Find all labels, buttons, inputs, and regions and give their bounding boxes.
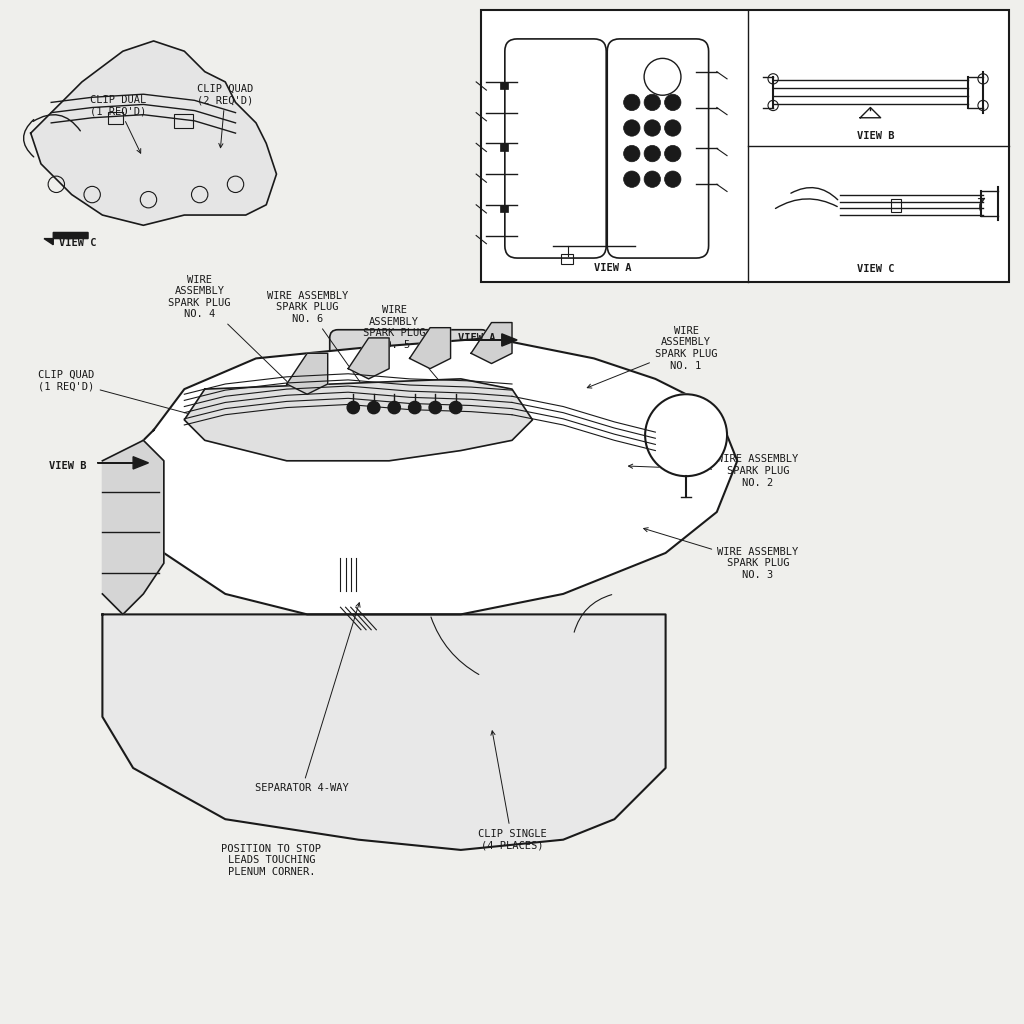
Text: CLIP SINGLE
(4 PLACES): CLIP SINGLE (4 PLACES) bbox=[477, 731, 547, 851]
Bar bbox=[561, 254, 573, 264]
Circle shape bbox=[429, 401, 441, 414]
Polygon shape bbox=[287, 353, 328, 394]
Text: VIEW C: VIEW C bbox=[857, 264, 894, 274]
Text: SEPARATOR 4-WAY: SEPARATOR 4-WAY bbox=[255, 603, 360, 794]
FancyBboxPatch shape bbox=[505, 39, 606, 258]
Polygon shape bbox=[471, 323, 512, 364]
Text: VIEW B: VIEW B bbox=[857, 131, 894, 141]
Circle shape bbox=[368, 401, 380, 414]
Text: CLIP QUAD
(2 REQ'D): CLIP QUAD (2 REQ'D) bbox=[198, 83, 253, 147]
Text: CLIP QUAD
(1 REQ'D): CLIP QUAD (1 REQ'D) bbox=[39, 370, 226, 425]
Bar bbox=[174, 114, 193, 128]
Circle shape bbox=[665, 171, 681, 187]
Text: WIRE
ASSEMBLY
SPARK PLUG
NO. 4: WIRE ASSEMBLY SPARK PLUG NO. 4 bbox=[168, 274, 292, 386]
Polygon shape bbox=[102, 440, 164, 614]
Circle shape bbox=[644, 120, 660, 136]
Polygon shape bbox=[410, 328, 451, 369]
Bar bbox=[500, 82, 508, 89]
Circle shape bbox=[644, 171, 660, 187]
Circle shape bbox=[450, 401, 462, 414]
Text: WIRE
ASSEMBLY
SPARK PLUG
NO. 1: WIRE ASSEMBLY SPARK PLUG NO. 1 bbox=[588, 326, 718, 388]
Circle shape bbox=[624, 171, 640, 187]
Circle shape bbox=[624, 120, 640, 136]
Circle shape bbox=[645, 394, 727, 476]
Bar bbox=[481, 10, 1009, 282]
Polygon shape bbox=[102, 614, 666, 850]
Text: WIRE ASSEMBLY
SPARK PLUG
NO. 3: WIRE ASSEMBLY SPARK PLUG NO. 3 bbox=[644, 527, 799, 580]
Circle shape bbox=[388, 401, 400, 414]
Text: POSITION TO STOP
LEADS TOUCHING
PLENUM CORNER.: POSITION TO STOP LEADS TOUCHING PLENUM C… bbox=[221, 844, 322, 877]
Bar bbox=[500, 143, 508, 151]
Text: WIRE
ASSEMBLY
SPARK PLUG
NO. 5: WIRE ASSEMBLY SPARK PLUG NO. 5 bbox=[362, 305, 443, 385]
Text: WIRE ASSEMBLY
SPARK PLUG
NO. 6: WIRE ASSEMBLY SPARK PLUG NO. 6 bbox=[266, 291, 367, 391]
Circle shape bbox=[624, 145, 640, 162]
Circle shape bbox=[665, 120, 681, 136]
Polygon shape bbox=[31, 41, 276, 225]
Bar bbox=[108, 112, 123, 124]
Circle shape bbox=[644, 145, 660, 162]
Polygon shape bbox=[184, 379, 532, 461]
Polygon shape bbox=[348, 338, 389, 379]
FancyBboxPatch shape bbox=[607, 39, 709, 258]
Circle shape bbox=[665, 145, 681, 162]
Circle shape bbox=[624, 94, 640, 111]
Text: WIRE ASSEMBLY
SPARK PLUG
NO. 2: WIRE ASSEMBLY SPARK PLUG NO. 2 bbox=[629, 455, 799, 487]
Circle shape bbox=[347, 401, 359, 414]
Polygon shape bbox=[44, 232, 88, 245]
Text: VIEW B: VIEW B bbox=[49, 461, 87, 471]
Text: CLIP DUAL
(1 REQ'D): CLIP DUAL (1 REQ'D) bbox=[90, 94, 145, 154]
Bar bbox=[891, 199, 901, 212]
Text: VIEW A: VIEW A bbox=[594, 263, 631, 273]
Circle shape bbox=[665, 94, 681, 111]
Circle shape bbox=[644, 94, 660, 111]
Polygon shape bbox=[466, 334, 517, 346]
Bar bbox=[500, 205, 508, 212]
Text: VIEW C: VIEW C bbox=[59, 238, 97, 248]
Bar bbox=[336, 591, 360, 607]
Text: VIEW A: VIEW A bbox=[458, 333, 496, 343]
Polygon shape bbox=[97, 457, 148, 469]
FancyBboxPatch shape bbox=[330, 330, 489, 402]
Polygon shape bbox=[123, 338, 737, 614]
Circle shape bbox=[409, 401, 421, 414]
